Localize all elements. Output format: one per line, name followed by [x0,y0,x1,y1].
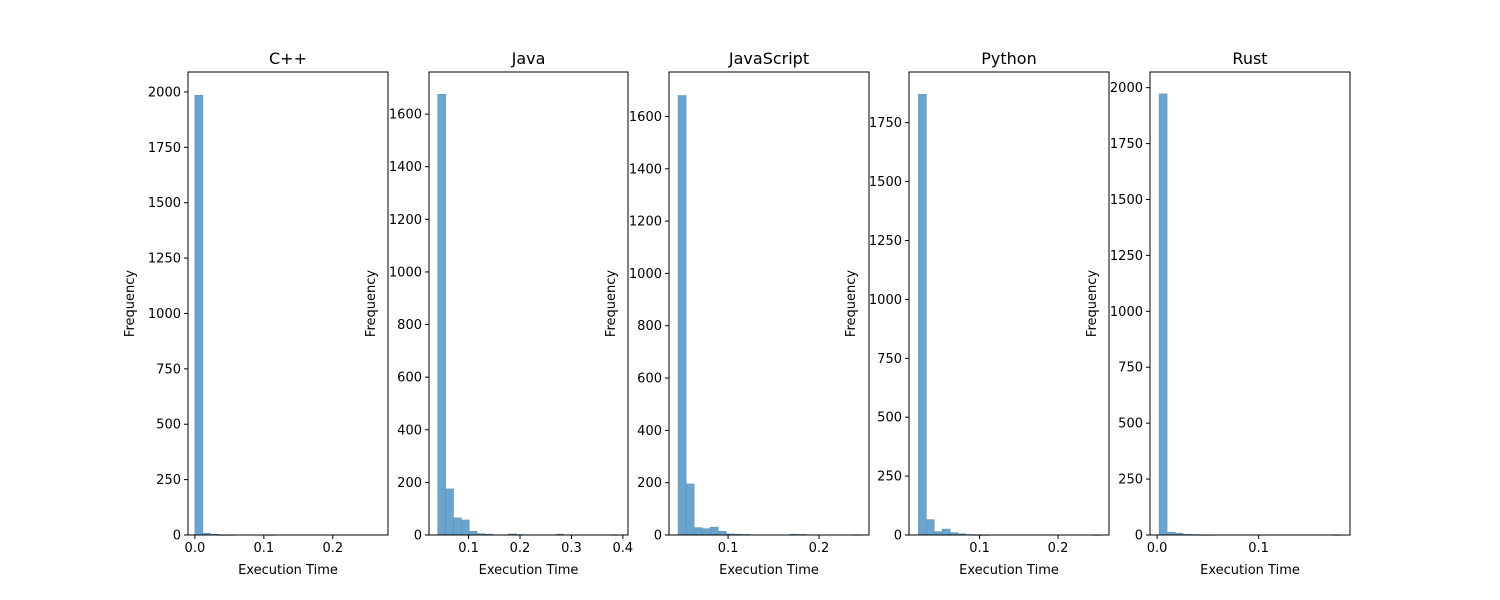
histogram-bar [453,517,462,536]
x-axis-label: Execution Time [479,563,579,578]
histogram-bar [468,531,478,536]
histogram-bar [1158,93,1168,536]
x-tick-label: 0.0 [185,541,206,556]
axes-frame [1149,71,1351,536]
y-tick-label: 0 [1135,529,1143,544]
y-tick-label: 1200 [389,213,422,228]
x-tick-label: 0.2 [1048,541,1069,556]
chart-title: JavaScript [728,49,809,68]
histogram-bar [194,94,204,536]
histogram-bar [677,95,687,536]
axes-frame [428,71,629,536]
y-tick-label: 250 [877,470,902,485]
axes-frame [187,71,389,536]
y-tick-label: 200 [397,476,422,491]
y-tick-label: 0 [894,529,902,544]
y-tick-label: 1200 [629,215,662,230]
chart-title: Rust [1232,49,1267,68]
y-tick-label: 0 [173,529,181,544]
y-tick-label: 1500 [869,175,902,190]
histogram-bar [926,519,935,536]
y-tick-label: 1400 [389,160,422,175]
x-axis-label: Execution Time [959,563,1059,578]
y-tick-label: 750 [877,352,902,367]
y-tick-label: 800 [637,319,662,334]
y-tick-label: 1000 [629,267,662,282]
histogram-bar [709,526,719,536]
y-tick-label: 1750 [869,116,902,131]
y-tick-label: 1000 [1110,305,1143,320]
subplot-java: 0.1 0.2 0.3 0.4 0 200 400 600 800 1000 1200 1400 160… [364,49,633,578]
y-tick-label: 250 [156,473,181,488]
subplot-python: 0.1 0.2 0 250 500 750 1000 1250 1500 1750 Python Ex… [844,49,1110,578]
y-tick-label: 1600 [629,110,662,125]
y-tick-label: 1400 [629,162,662,177]
chart-title: C++ [269,49,307,68]
chart-title: Java [511,49,546,68]
x-axis-label: Execution Time [719,563,819,578]
subplot-rust: 0.0 0.1 0 250 500 750 1000 1250 1500 1750 2000 Rust… [1085,49,1351,578]
y-axis-label: Frequency [844,270,859,337]
x-tick-label: 0.1 [1248,541,1269,556]
x-axis-label: Execution Time [238,563,338,578]
histogram-bar [918,94,927,536]
subplot-javascript: 0.1 0.2 0 200 400 600 800 1000 1200 1400 1600 JavaS… [604,49,870,578]
x-tick-label: 0.2 [809,541,830,556]
y-tick-label: 0 [654,529,662,544]
histogram-bar [685,483,695,536]
y-tick-label: 600 [637,372,662,387]
y-tick-label: 1250 [148,252,181,267]
y-tick-label: 0 [414,529,422,544]
y-tick-label: 200 [637,476,662,491]
x-tick-label: 0.1 [254,541,275,556]
y-tick-label: 1000 [389,265,422,280]
histogram-bar [701,528,711,536]
y-axis-label: Frequency [123,270,138,337]
y-tick-label: 2000 [148,85,181,100]
histogram-bar [437,94,446,536]
y-axis-label: Frequency [1085,270,1100,337]
y-tick-label: 500 [877,411,902,426]
y-tick-label: 1000 [148,307,181,322]
y-tick-label: 500 [156,418,181,433]
y-tick-label: 400 [637,424,662,439]
x-tick-label: 0.1 [718,541,739,556]
y-tick-label: 750 [1118,361,1143,376]
x-tick-label: 0.1 [458,541,479,556]
x-tick-label: 0.1 [969,541,990,556]
y-axis-label: Frequency [604,270,619,337]
axes-frame [668,71,870,536]
x-tick-label: 0.4 [613,541,634,556]
y-tick-label: 750 [156,362,181,377]
x-axis-label: Execution Time [1200,563,1300,578]
y-tick-label: 400 [397,423,422,438]
histogram-bar [693,527,703,536]
y-tick-label: 600 [397,371,422,386]
y-tick-label: 1500 [148,196,181,211]
y-tick-label: 1750 [1110,137,1143,152]
histogram-bar [717,531,727,536]
x-tick-label: 0.0 [1147,541,1168,556]
x-tick-label: 0.3 [561,541,582,556]
y-tick-label: 1750 [148,141,181,156]
x-tick-label: 0.2 [510,541,531,556]
y-tick-label: 1250 [869,234,902,249]
y-tick-label: 500 [1118,417,1143,432]
subplot-c-: 0.0 0.1 0.2 0 250 500 750 1000 1250 1500 1750 2000 C… [123,49,389,578]
histogram-bar [461,519,470,536]
y-tick-label: 1600 [389,108,422,123]
y-axis-label: Frequency [364,270,379,337]
y-tick-label: 2000 [1110,81,1143,96]
y-tick-label: 1500 [1110,193,1143,208]
x-tick-label: 0.2 [322,541,343,556]
histogram-bar [445,488,454,536]
y-tick-label: 1000 [869,293,902,308]
axes-frame [908,71,1110,536]
y-tick-label: 800 [397,318,422,333]
y-tick-label: 1250 [1110,249,1143,264]
histogram-bar [941,528,951,536]
chart-title: Python [981,49,1036,68]
y-tick-label: 250 [1118,473,1143,488]
